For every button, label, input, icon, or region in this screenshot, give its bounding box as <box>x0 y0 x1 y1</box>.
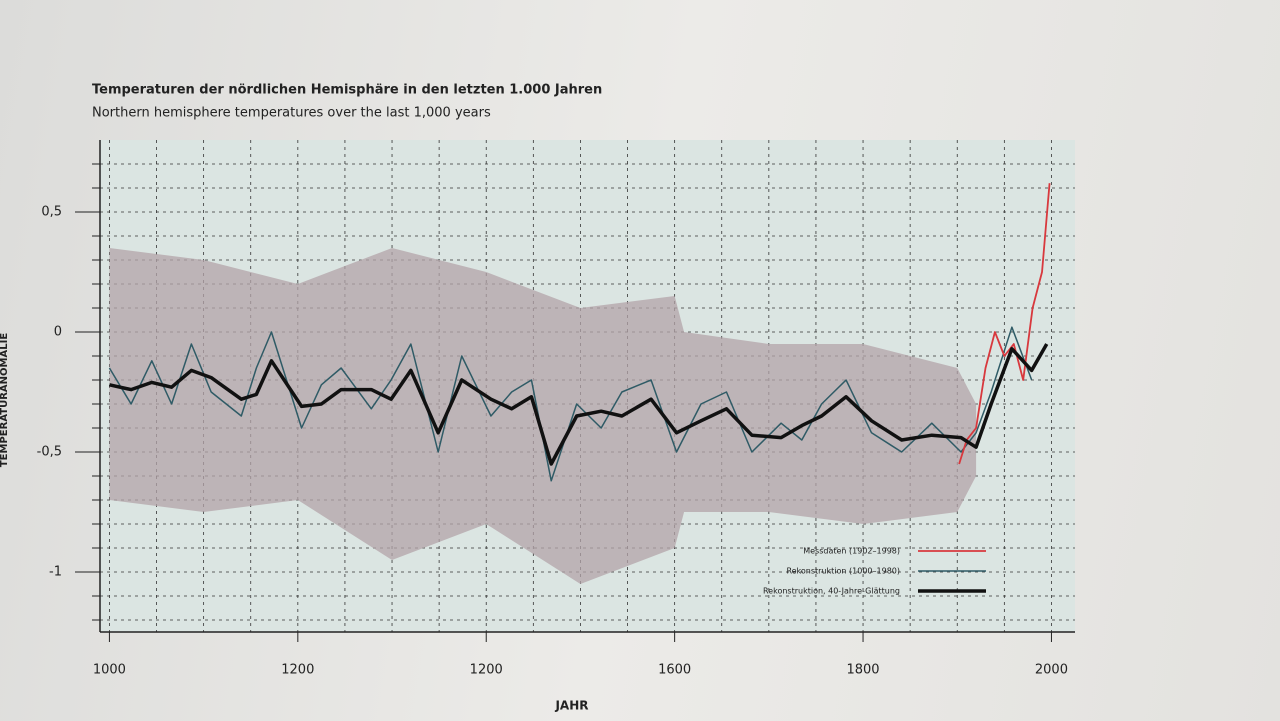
legend-label: Messdaten (1902–1998) <box>803 547 900 556</box>
uncertainty-band <box>109 248 977 584</box>
y-tick-label: 0,5 <box>41 205 62 220</box>
x-tick-label: 1800 <box>846 663 879 678</box>
series-line <box>109 343 1049 466</box>
chart-subtitle: Northern hemisphere temperatures over th… <box>92 106 491 121</box>
x-tick-label: 1200 <box>281 663 314 678</box>
y-tick-label: 0 <box>54 325 62 340</box>
y-axis-label: TEMPERATURANOMALIE <box>0 333 10 467</box>
series-line <box>108 326 1033 482</box>
x-tick-label: 1000 <box>93 663 126 678</box>
x-tick-label: 1200 <box>470 663 503 678</box>
x-tick-label: 1600 <box>658 663 691 678</box>
legend-label: Rekonstruktion (1000–1980) <box>786 567 900 576</box>
x-axis-label: JAHR <box>554 699 588 713</box>
legend-label: Rekonstruktion, 40-Jahre-Glättung <box>763 587 900 596</box>
chart-title: Temperaturen der nördlichen Hemisphäre i… <box>92 83 602 98</box>
y-tick-label: -0,5 <box>37 445 62 460</box>
x-tick-label: 2000 <box>1035 663 1068 678</box>
y-tick-label: -1 <box>49 565 62 580</box>
series-line <box>958 183 1051 465</box>
